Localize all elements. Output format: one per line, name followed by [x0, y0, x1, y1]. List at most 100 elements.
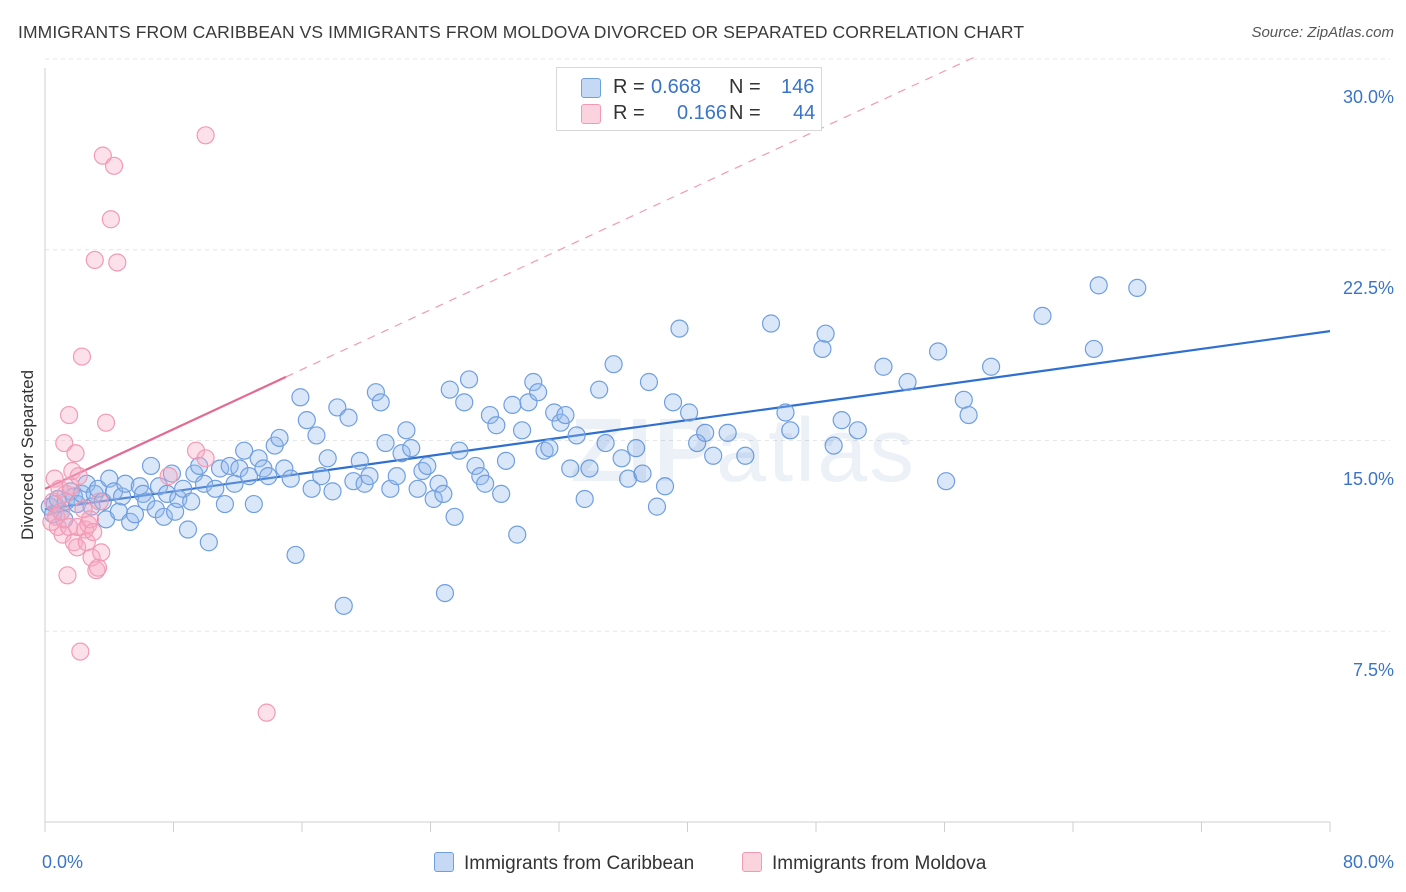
- point-moldova: [257, 703, 276, 722]
- legend-swatch-caribbean: [581, 78, 601, 98]
- point-caribbean: [535, 441, 554, 460]
- point-caribbean: [339, 408, 358, 427]
- point-caribbean: [561, 459, 580, 478]
- point-caribbean: [633, 464, 652, 483]
- point-caribbean: [408, 479, 427, 498]
- point-caribbean: [503, 395, 522, 414]
- point-caribbean: [235, 441, 254, 460]
- point-caribbean: [360, 467, 379, 486]
- point-moldova: [101, 210, 120, 229]
- point-moldova: [68, 538, 87, 557]
- legend-swatch-caribbean: [434, 852, 454, 872]
- point-caribbean: [776, 403, 795, 422]
- legend-n-value: 146: [781, 76, 815, 98]
- point-caribbean: [718, 423, 737, 442]
- point-caribbean: [286, 545, 305, 565]
- point-caribbean: [540, 439, 559, 458]
- point-caribbean: [476, 474, 495, 493]
- point-caribbean: [182, 492, 201, 511]
- point-caribbean: [259, 467, 278, 486]
- point-caribbean: [344, 472, 363, 491]
- point-moldova: [66, 444, 85, 463]
- point-moldova: [92, 543, 111, 562]
- point-caribbean: [1084, 339, 1103, 359]
- point-caribbean: [455, 393, 474, 412]
- legend-r-label: R =: [613, 76, 645, 98]
- point-caribbean: [655, 477, 675, 496]
- point-caribbean: [567, 426, 586, 445]
- point-caribbean: [215, 494, 234, 514]
- point-caribbean: [154, 507, 173, 526]
- point-caribbean: [413, 461, 432, 481]
- point-caribbean: [307, 426, 326, 445]
- point-caribbean: [230, 459, 249, 478]
- point-caribbean: [874, 357, 893, 376]
- legend-swatch-moldova: [742, 852, 762, 872]
- point-caribbean: [618, 469, 638, 488]
- stats-legend: R = 0.668 N = 146 R = 0.166 N = 44: [556, 67, 822, 131]
- point-caribbean: [670, 319, 689, 338]
- point-caribbean: [392, 444, 411, 463]
- point-caribbean: [435, 583, 455, 603]
- point-caribbean: [496, 451, 516, 470]
- point-moldova: [108, 253, 127, 272]
- point-caribbean: [512, 421, 532, 440]
- point-caribbean: [529, 383, 548, 402]
- y-tick-label: 7.5%: [1352, 660, 1394, 680]
- point-caribbean: [239, 467, 259, 486]
- point-caribbean: [639, 372, 659, 392]
- point-caribbean: [492, 484, 511, 504]
- point-caribbean: [524, 372, 543, 392]
- legend-r-label: R =: [613, 102, 645, 124]
- point-caribbean: [704, 446, 723, 465]
- point-moldova: [85, 250, 104, 270]
- point-caribbean: [480, 405, 500, 425]
- point-caribbean: [334, 596, 353, 615]
- point-caribbean: [680, 403, 699, 422]
- point-moldova: [93, 146, 112, 165]
- grid-lines: [45, 58, 1390, 632]
- point-caribbean: [194, 474, 214, 493]
- point-caribbean: [445, 507, 464, 526]
- point-caribbean: [1033, 306, 1052, 325]
- point-caribbean: [162, 464, 181, 483]
- point-caribbean: [466, 456, 485, 476]
- y-tick-label: 22.5%: [1342, 278, 1394, 298]
- point-moldova: [186, 441, 206, 460]
- legend-item-caribbean: Immigrants from Caribbean: [434, 852, 694, 875]
- point-caribbean: [928, 342, 948, 361]
- point-caribbean: [275, 459, 294, 478]
- point-caribbean: [312, 467, 331, 486]
- point-caribbean: [898, 372, 917, 392]
- point-caribbean: [580, 459, 599, 478]
- point-caribbean: [318, 449, 337, 468]
- point-caribbean: [604, 355, 623, 374]
- legend-n-label: N =: [729, 102, 761, 124]
- point-moldova: [159, 467, 178, 486]
- y-tick-label: 30.0%: [1342, 87, 1394, 107]
- point-caribbean: [350, 451, 369, 470]
- point-caribbean: [434, 484, 453, 504]
- legend-n-label: N =: [729, 76, 761, 98]
- y-axis-label: Divorced or Separated: [18, 369, 37, 541]
- point-caribbean: [832, 411, 851, 430]
- point-caribbean: [959, 405, 978, 425]
- point-caribbean: [487, 416, 506, 435]
- point-caribbean: [954, 390, 973, 409]
- point-caribbean: [848, 421, 867, 440]
- point-caribbean: [696, 423, 715, 442]
- x-tick-label-max: 80.0%: [1342, 852, 1394, 872]
- point-moldova: [71, 642, 90, 661]
- point-caribbean: [297, 411, 316, 430]
- point-caribbean: [157, 484, 177, 504]
- point-moldova: [59, 405, 79, 425]
- point-caribbean: [244, 494, 263, 514]
- point-caribbean: [459, 370, 479, 389]
- point-caribbean: [366, 383, 385, 402]
- point-caribbean: [556, 405, 575, 425]
- legend-r-value: 0.166: [677, 102, 728, 124]
- axes: [44, 68, 1331, 832]
- point-caribbean: [590, 380, 609, 399]
- point-caribbean: [376, 433, 395, 453]
- point-caribbean: [596, 433, 615, 453]
